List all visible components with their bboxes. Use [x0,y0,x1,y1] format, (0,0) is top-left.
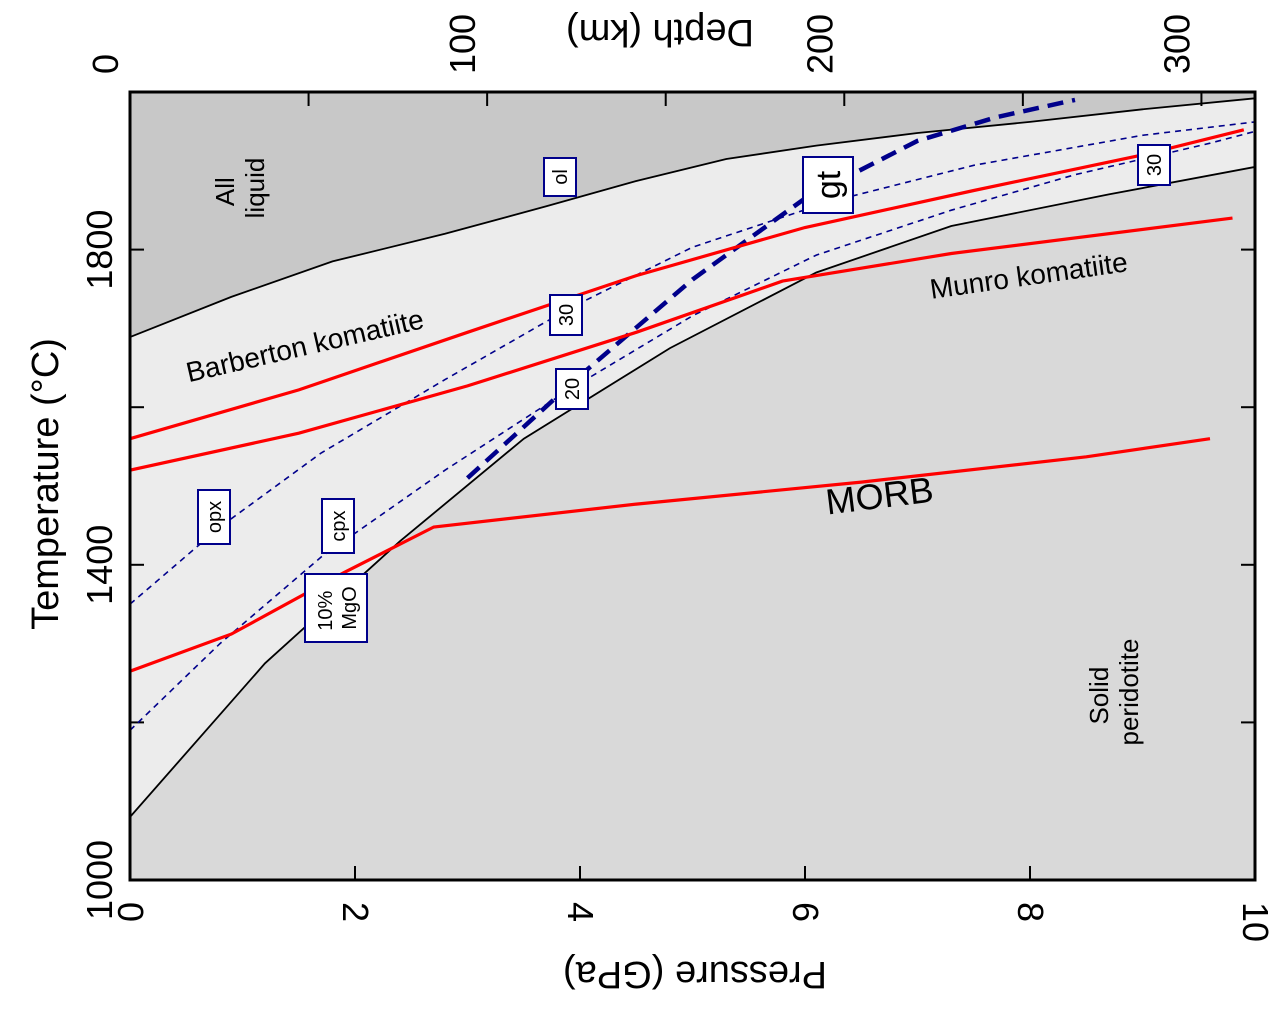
depth-tick-label: 300 [1156,14,1197,74]
mgo30-mid-label: 30 [556,304,578,326]
barberton-komatiite-adiabat [130,128,1245,441]
cpx-label: cpx [328,510,350,541]
region-labels: All liquid Solid peridotite [210,158,1144,746]
gt-label: gt [810,170,848,199]
pressure-tick-label: 4 [560,902,601,922]
opx-label: opx [204,501,226,533]
opx-box: opx [197,489,231,545]
solid-peridotite-label: Solid peridotite [1084,639,1144,746]
pressure-tick-label: 8 [1010,902,1051,922]
mgo30-right-box: 30 [1137,144,1171,186]
depth-tick-label: 200 [799,14,840,74]
y-axis-title: Temperature (°C) [25,338,67,630]
munro-komatiite-adiabat [130,216,1233,472]
mgo10-label-line1: 10% [315,591,337,631]
mgo10-box: 10% MgO [304,573,368,643]
depth-tick-label: 100 [442,14,483,74]
pressure-tick-label: 2 [335,902,376,922]
pressure-tick-label: 0 [110,902,151,922]
all-liquid-region [130,92,1255,338]
gt-box: gt [802,156,854,214]
temperature-tick-label: 1000 [79,840,120,920]
mgo10-label-line2: MgO [339,586,361,629]
liquidus-line [130,97,1255,338]
solid-peridotite-label-line2: peridotite [1114,639,1144,746]
ol-label: ol [550,169,572,185]
axis-titles: Temperature (°C) Pressure (GPa) Depth (k… [25,11,827,995]
x-axis-title-bottom: Pressure (GPa) [563,953,827,995]
mgo20-box: 20 [555,368,589,410]
cpx-box: cpx [321,498,355,554]
all-liquid-label-line2: liquid [240,158,270,219]
plot-frame [128,90,1257,882]
temperature-tick-label: 1800 [79,210,120,290]
boxed-labels: ol opx cpx gt 10% MgO 20 30 [197,144,1171,643]
solid-peridotite-label-line1: Solid [1084,667,1114,725]
pressure-tick-label: 6 [785,902,826,922]
cpx-out-curve [130,130,1255,731]
mgo10-label: 10% MgO [315,585,361,631]
mgo20-label: 20 [562,378,584,400]
morb-adiabat [130,437,1211,673]
depth-tick-label: 0 [85,54,126,74]
all-liquid-label-line1: All [210,177,240,206]
melting-interval-region [130,98,1255,818]
x-axis-title-top: Depth (km) [566,11,754,53]
mgo30-mid-box: 30 [549,294,583,336]
mgo30-right-label: 30 [1144,154,1166,176]
all-liquid-label: All liquid [210,158,270,219]
ol-box: ol [543,157,577,197]
adiabat-lines [130,128,1245,673]
pressure-tick-label: 10 [1235,902,1274,942]
region-fills [130,92,1255,880]
temperature-tick-label: 1400 [79,525,120,605]
